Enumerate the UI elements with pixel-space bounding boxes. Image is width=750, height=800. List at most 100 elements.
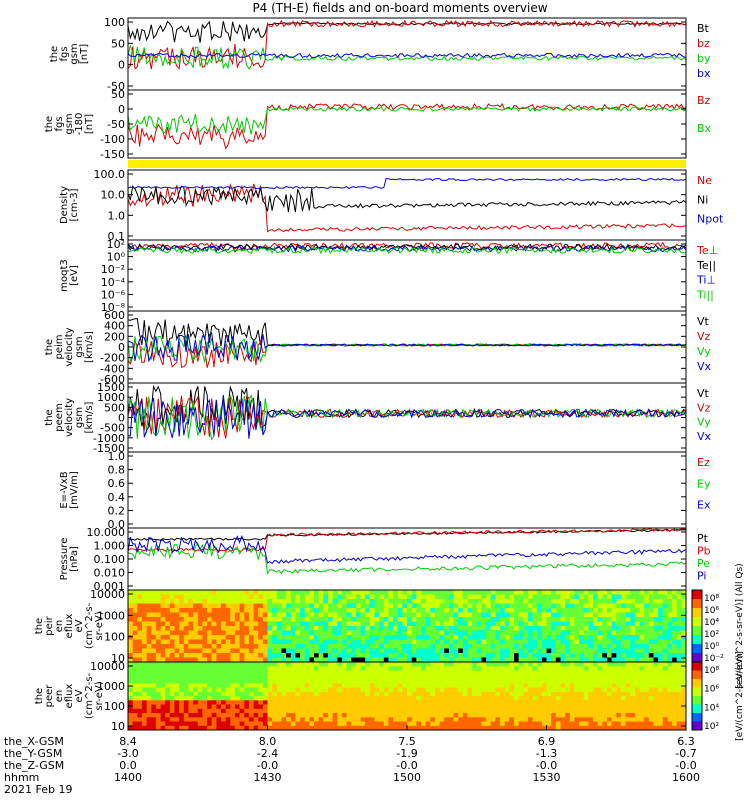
spectrogram-cell xyxy=(248,670,254,676)
spectrogram-cell xyxy=(611,721,617,727)
spectrogram-cell xyxy=(281,612,287,618)
spectrogram-cell xyxy=(295,662,301,667)
spectrogram-cell xyxy=(272,670,278,676)
spectrogram-cell xyxy=(481,626,487,631)
spectrogram-cell xyxy=(132,662,138,667)
spectrogram-cell xyxy=(183,590,189,595)
spectrogram-cell xyxy=(672,644,678,649)
spectrogram-cell xyxy=(248,674,254,680)
spectrogram-cell xyxy=(314,670,320,676)
spectrogram-cell xyxy=(230,657,236,663)
spectrogram-cell xyxy=(402,704,408,710)
spectrogram-cell xyxy=(221,594,227,600)
spectrogram-cell xyxy=(481,687,487,693)
spectrogram-cell xyxy=(221,674,227,680)
spectrogram-cell xyxy=(309,594,315,600)
spectrogram-cell xyxy=(258,708,264,714)
spectrogram-cell xyxy=(444,639,450,645)
spectrogram-cell xyxy=(546,612,552,618)
spectrogram-cell xyxy=(197,657,203,663)
spectrogram-cell xyxy=(314,635,320,640)
spectrogram-cell xyxy=(174,653,180,658)
spectrogram-cell xyxy=(430,626,436,631)
spectrogram-cell xyxy=(602,662,608,667)
spectrogram-cell xyxy=(151,657,157,663)
spectrogram-cell xyxy=(197,713,203,718)
spectrogram-cell xyxy=(495,657,501,663)
spectrogram-cell xyxy=(323,687,329,693)
spectrogram-cell xyxy=(230,639,236,645)
spectrogram-cell xyxy=(323,700,329,705)
spectrogram-cell xyxy=(658,626,664,631)
spectrogram-cell xyxy=(467,590,473,595)
spectrogram-cell xyxy=(276,630,282,636)
spectrogram-cell xyxy=(667,691,673,697)
spectrogram-cell xyxy=(518,662,524,667)
spectrogram-cell xyxy=(602,608,608,613)
spectrogram-cell xyxy=(421,713,427,718)
spectrogram-cell xyxy=(202,599,208,604)
spectrogram-cell xyxy=(616,599,622,604)
spectrogram-cell xyxy=(444,679,450,684)
spectrogram-cell xyxy=(416,704,422,710)
spectrogram-cell xyxy=(425,687,431,693)
spectrogram-cell xyxy=(658,704,664,710)
spectrogram-cell xyxy=(421,662,427,667)
trace-pi xyxy=(127,534,687,565)
trace-vx xyxy=(127,332,687,363)
spectrogram-cell xyxy=(179,674,185,680)
spectrogram-cell xyxy=(379,621,385,627)
spectrogram-cell xyxy=(676,626,682,631)
spectrogram-cell xyxy=(267,630,273,636)
spectrogram-cell xyxy=(276,721,282,727)
spectrogram-cell xyxy=(532,691,538,697)
spectrogram-cell xyxy=(318,670,324,676)
spectrogram-cell xyxy=(639,630,645,636)
spectrogram-cell xyxy=(262,657,268,663)
spectrogram-cell xyxy=(155,713,161,718)
spectrogram-cell xyxy=(518,700,524,705)
spectrogram-cell xyxy=(141,599,147,604)
spectrogram-cell xyxy=(365,725,371,731)
spectrogram-cell xyxy=(183,626,189,631)
spectrogram-cell xyxy=(267,599,273,604)
spectrogram-cell xyxy=(448,608,454,613)
spectrogram-cell xyxy=(579,717,585,722)
spectrogram-cell xyxy=(472,635,478,640)
spectrogram-cell xyxy=(616,626,622,631)
spectrogram-cell xyxy=(397,603,403,609)
spectrogram-cell xyxy=(137,603,143,609)
spectrogram-cell xyxy=(518,670,524,676)
spectrogram-cell xyxy=(481,657,487,663)
spectrogram-cell xyxy=(541,653,547,658)
spectrogram-cell xyxy=(137,590,143,595)
spectrogram-cell xyxy=(476,687,482,693)
spectrogram-cell xyxy=(620,696,626,701)
spectrogram-cell xyxy=(676,670,682,676)
spectrogram-cell xyxy=(234,670,240,676)
spectrogram-cell xyxy=(467,653,473,658)
spectrogram-cell xyxy=(262,708,268,714)
spectrogram-cell xyxy=(207,617,213,622)
spectrogram-cell xyxy=(602,603,608,609)
spectrogram-cell xyxy=(197,626,203,631)
spectrogram-cell xyxy=(514,721,520,727)
spectrogram-cell xyxy=(174,657,180,663)
spectrogram-cell xyxy=(155,608,161,613)
spectrogram-cell xyxy=(518,599,524,604)
spectrogram-cell xyxy=(569,657,575,663)
spectrogram-cell xyxy=(221,691,227,697)
spectrogram-cell xyxy=(481,674,487,680)
spectrogram-cell xyxy=(616,608,622,613)
spectrogram-cell xyxy=(314,721,320,727)
spectrogram-cell xyxy=(383,648,389,654)
spectrogram-cell xyxy=(458,630,464,636)
spectrogram-cell xyxy=(165,696,171,701)
spectrogram-cell xyxy=(262,696,268,701)
spectrogram-cell xyxy=(411,639,417,645)
spectrogram-cell xyxy=(555,662,561,667)
spectrogram-cell xyxy=(234,713,240,718)
y-axis-label-line: eV xyxy=(74,689,85,702)
spectrogram-cell xyxy=(188,653,194,658)
spectrogram-cell xyxy=(514,630,520,636)
